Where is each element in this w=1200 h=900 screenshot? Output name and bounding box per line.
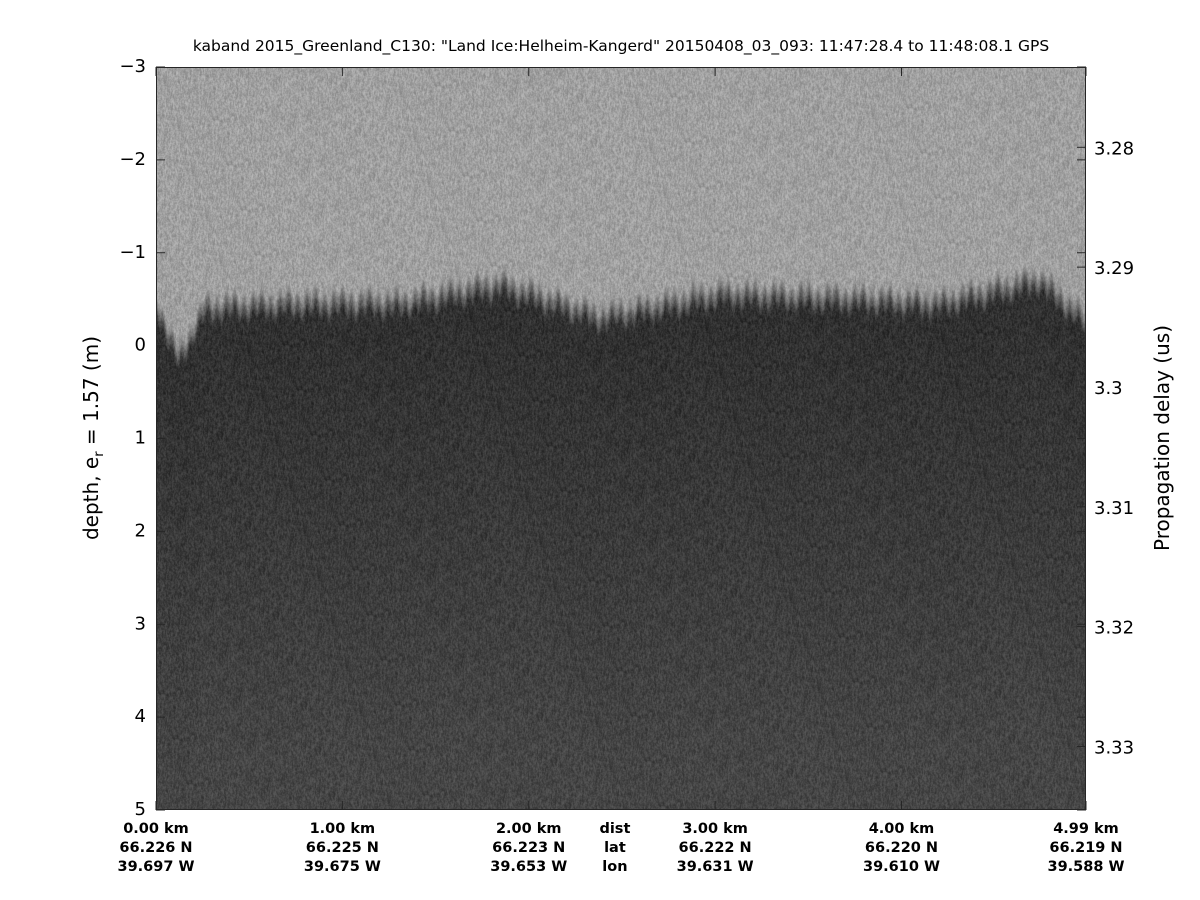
y-tick-label-right: 3.29 bbox=[1094, 258, 1134, 279]
y-tick-label-right: 3.28 bbox=[1094, 138, 1134, 159]
x-label-lon: 39.697 W bbox=[117, 859, 195, 875]
x-label-dist: 4.99 km bbox=[1053, 821, 1119, 837]
x-label-lon: 39.588 W bbox=[1047, 859, 1125, 875]
x-label-lat: 66.219 N bbox=[1049, 840, 1123, 856]
y-tick-label-right: 3.3 bbox=[1094, 378, 1123, 399]
y-tick-label-left: 1 bbox=[135, 428, 146, 449]
y-tick-label-left: 2 bbox=[135, 520, 146, 541]
y-tick-label-right: 3.32 bbox=[1094, 618, 1134, 639]
echogram-image bbox=[156, 67, 1086, 810]
x-label-dist: 1.00 km bbox=[309, 821, 376, 837]
x-label-lat: 66.220 N bbox=[864, 840, 939, 856]
x-label-lon: 39.631 W bbox=[676, 859, 754, 875]
x-label-lat: 66.226 N bbox=[119, 840, 193, 856]
y-tick-label-left: −1 bbox=[119, 242, 146, 263]
x-label-dist: 2.00 km bbox=[495, 821, 562, 837]
y-tick-label-left: 4 bbox=[135, 706, 146, 727]
echogram-plot bbox=[156, 67, 1086, 810]
chart-title: kaband 2015_Greenland_C130: "Land Ice:He… bbox=[192, 37, 1050, 55]
y-axis-label-left-main: depth, e bbox=[79, 456, 103, 541]
x-label-lon: 39.610 W bbox=[862, 859, 940, 875]
y-axis-label-left-rest: = 1.57 (m) bbox=[79, 335, 103, 452]
x-label-lon: 39.653 W bbox=[490, 859, 568, 875]
y-axis-label-right: Propagation delay (us) bbox=[1150, 324, 1174, 552]
x-label-dist: 3.00 km bbox=[682, 821, 748, 837]
plot-axes-box bbox=[156, 67, 1086, 810]
y-axis-label-left-sub: r bbox=[92, 451, 107, 457]
row-label-dist: dist bbox=[599, 821, 631, 837]
y-axis-label-left: depth, er = 1.57 (m) bbox=[79, 336, 107, 540]
x-label-lat: 66.222 N bbox=[678, 840, 752, 856]
y-tick-label-left: −3 bbox=[119, 56, 146, 77]
row-label-lon: lon bbox=[602, 859, 628, 875]
y-tick-label-right: 3.33 bbox=[1094, 737, 1134, 758]
y-tick-label-left: 5 bbox=[135, 799, 146, 820]
row-label-lat: lat bbox=[604, 840, 626, 856]
y-tick-label-left: 0 bbox=[135, 335, 146, 356]
x-label-dist: 4.00 km bbox=[868, 821, 935, 837]
x-label-lat: 66.225 N bbox=[305, 840, 379, 856]
x-label-lon: 39.675 W bbox=[303, 859, 381, 875]
y-tick-label-right: 3.31 bbox=[1094, 498, 1134, 519]
x-label-lat: 66.223 N bbox=[492, 840, 566, 856]
y-tick-label-left: −2 bbox=[119, 149, 146, 170]
axes-border bbox=[156, 67, 1086, 810]
y-tick-label-left: 3 bbox=[135, 613, 146, 634]
x-label-dist: 0.00 km bbox=[123, 821, 189, 837]
